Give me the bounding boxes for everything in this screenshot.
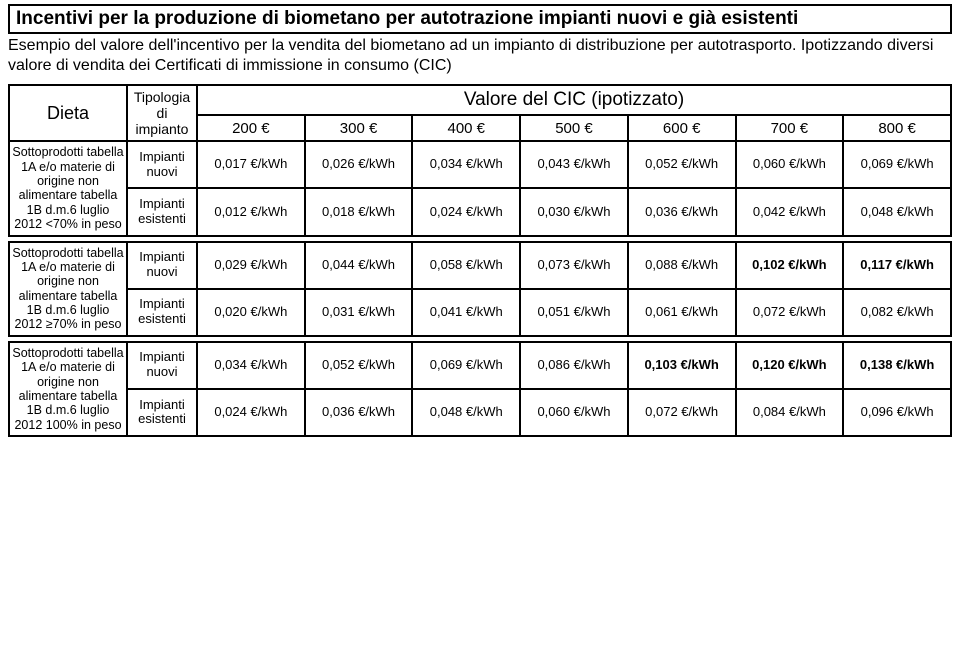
header-col-6: 800 € — [843, 115, 951, 141]
value-cell: 0,044 €/kWh — [305, 242, 413, 289]
header-cic: Valore del CIC (ipotizzato) — [197, 85, 951, 115]
value-cell: 0,012 €/kWh — [197, 188, 305, 235]
tipo-cell: Impianti nuovi — [127, 242, 197, 289]
value-cell: 0,117 €/kWh — [843, 242, 951, 289]
value-cell: 0,120 €/kWh — [736, 342, 844, 389]
header-col-2: 400 € — [412, 115, 520, 141]
tipo-cell: Impianti esistenti — [127, 289, 197, 336]
value-cell: 0,061 €/kWh — [628, 289, 736, 336]
value-cell: 0,048 €/kWh — [843, 188, 951, 235]
value-cell: 0,029 €/kWh — [197, 242, 305, 289]
tipo-cell: Impianti nuovi — [127, 141, 197, 188]
header-col-5: 700 € — [736, 115, 844, 141]
header-dieta: Dieta — [9, 85, 127, 141]
value-cell: 0,036 €/kWh — [628, 188, 736, 235]
value-cell: 0,138 €/kWh — [843, 342, 951, 389]
value-cell: 0,060 €/kWh — [736, 141, 844, 188]
value-cell: 0,034 €/kWh — [412, 141, 520, 188]
value-cell: 0,024 €/kWh — [197, 389, 305, 436]
value-cell: 0,084 €/kWh — [736, 389, 844, 436]
value-cell: 0,026 €/kWh — [305, 141, 413, 188]
value-cell: 0,096 €/kWh — [843, 389, 951, 436]
value-cell: 0,051 €/kWh — [520, 289, 628, 336]
header-col-3: 500 € — [520, 115, 628, 141]
value-cell: 0,086 €/kWh — [520, 342, 628, 389]
value-cell: 0,052 €/kWh — [628, 141, 736, 188]
value-cell: 0,042 €/kWh — [736, 188, 844, 235]
title-box: Incentivi per la produzione di biometano… — [8, 4, 952, 34]
dieta-cell: Sottoprodotti tabella 1A e/o materie di … — [9, 342, 127, 436]
value-cell: 0,034 €/kWh — [197, 342, 305, 389]
value-cell: 0,031 €/kWh — [305, 289, 413, 336]
tipo-cell: Impianti esistenti — [127, 188, 197, 235]
header-col-1: 300 € — [305, 115, 413, 141]
value-cell: 0,024 €/kWh — [412, 188, 520, 235]
dieta-cell: Sottoprodotti tabella 1A e/o materie di … — [9, 141, 127, 235]
value-cell: 0,073 €/kWh — [520, 242, 628, 289]
value-cell: 0,018 €/kWh — [305, 188, 413, 235]
header-col-0: 200 € — [197, 115, 305, 141]
value-cell: 0,020 €/kWh — [197, 289, 305, 336]
value-cell: 0,041 €/kWh — [412, 289, 520, 336]
value-cell: 0,043 €/kWh — [520, 141, 628, 188]
value-cell: 0,058 €/kWh — [412, 242, 520, 289]
tipo-cell: Impianti esistenti — [127, 389, 197, 436]
value-cell: 0,036 €/kWh — [305, 389, 413, 436]
header-col-4: 600 € — [628, 115, 736, 141]
value-cell: 0,102 €/kWh — [736, 242, 844, 289]
value-cell: 0,103 €/kWh — [628, 342, 736, 389]
value-cell: 0,060 €/kWh — [520, 389, 628, 436]
value-cell: 0,088 €/kWh — [628, 242, 736, 289]
value-cell: 0,017 €/kWh — [197, 141, 305, 188]
dieta-cell: Sottoprodotti tabella 1A e/o materie di … — [9, 242, 127, 336]
value-cell: 0,048 €/kWh — [412, 389, 520, 436]
value-cell: 0,069 €/kWh — [843, 141, 951, 188]
incentives-table: DietaTipologia di impiantoValore del CIC… — [8, 84, 952, 437]
value-cell: 0,069 €/kWh — [412, 342, 520, 389]
header-tipo: Tipologia di impianto — [127, 85, 197, 141]
value-cell: 0,082 €/kWh — [843, 289, 951, 336]
page-subtitle: Esempio del valore dell'incentivo per la… — [8, 36, 952, 76]
value-cell: 0,072 €/kWh — [628, 389, 736, 436]
value-cell: 0,052 €/kWh — [305, 342, 413, 389]
value-cell: 0,030 €/kWh — [520, 188, 628, 235]
tipo-cell: Impianti nuovi — [127, 342, 197, 389]
value-cell: 0,072 €/kWh — [736, 289, 844, 336]
page-title: Incentivi per la produzione di biometano… — [16, 8, 944, 30]
